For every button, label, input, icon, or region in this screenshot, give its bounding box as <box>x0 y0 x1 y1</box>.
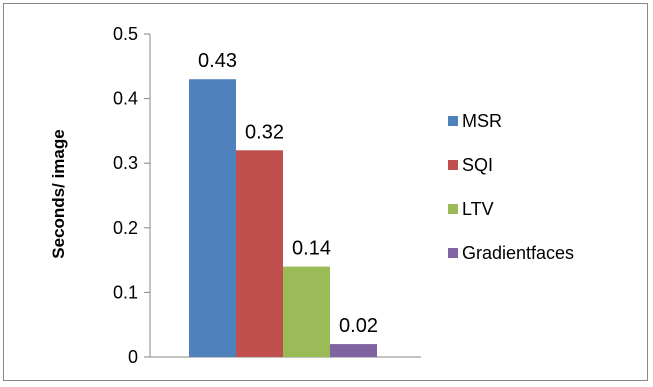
legend: MSR SQI LTV Gradientfaces <box>448 111 574 263</box>
legend-swatch-gradientfaces <box>448 248 458 258</box>
data-label-msr: 0.43 <box>198 50 237 72</box>
y-tick-label: 0.2 <box>113 218 138 238</box>
bars <box>189 79 377 357</box>
bar-ltv <box>283 266 330 357</box>
legend-swatch-ltv <box>448 204 458 214</box>
y-tick-label: 0.4 <box>113 89 138 109</box>
bar-chart: 0 0.1 0.2 0.3 0.4 0.5 0.43 0.32 0.14 0.02 Second… <box>49 24 574 367</box>
legend-label-msr: MSR <box>462 111 502 131</box>
data-labels: 0.43 0.32 0.14 0.02 <box>198 50 378 337</box>
y-axis-title: Seconds/ image <box>49 129 68 258</box>
y-tick-label: 0.5 <box>113 24 138 44</box>
y-axis: 0 0.1 0.2 0.3 0.4 0.5 <box>113 24 421 367</box>
bar-gradientfaces <box>330 344 377 357</box>
legend-label-gradientfaces: Gradientfaces <box>462 243 574 263</box>
y-tick-label: 0.3 <box>113 153 138 173</box>
bar-sqi <box>236 150 283 357</box>
legend-swatch-msr <box>448 116 458 126</box>
data-label-sqi: 0.32 <box>245 121 284 143</box>
data-label-gradientfaces: 0.02 <box>339 315 378 337</box>
y-tick-label: 0 <box>128 347 138 367</box>
legend-label-ltv: LTV <box>462 199 494 219</box>
y-tick-label: 0.1 <box>113 282 138 302</box>
legend-swatch-sqi <box>448 160 458 170</box>
legend-label-sqi: SQI <box>462 155 493 175</box>
data-label-ltv: 0.14 <box>292 238 331 260</box>
chart-frame: 0 0.1 0.2 0.3 0.4 0.5 0.43 0.32 0.14 0.02 Second… <box>3 3 648 381</box>
bar-msr <box>189 79 236 357</box>
